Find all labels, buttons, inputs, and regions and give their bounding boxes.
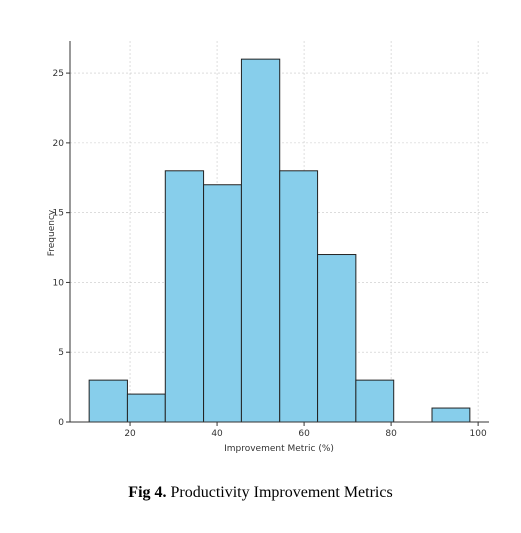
y-axis-label: Frequency [47, 209, 57, 256]
x-tick-label: 60 [298, 429, 310, 439]
y-tick-label: 10 [53, 278, 65, 288]
x-tick-label: 20 [124, 429, 136, 439]
figure-number: Fig 4. [128, 484, 167, 501]
histogram-bar [164, 170, 205, 423]
histogram-bar [240, 58, 281, 423]
x-tick-label: 80 [385, 429, 397, 439]
histogram-bar [203, 184, 242, 423]
histogram-bar [88, 379, 128, 423]
histogram-chart: 0 5 10 15 20 25 20 40 60 80 100 Improvement Metric… [47, 41, 489, 454]
x-axis-label: Improvement Metric (%) [224, 444, 334, 454]
x-tick-label: 100 [470, 429, 487, 439]
histogram-bar [126, 393, 166, 423]
figure-title: Productivity Improvement Metrics [170, 484, 393, 501]
y-tick-label: 0 [58, 418, 64, 428]
bars [88, 58, 471, 423]
x-tick-label: 40 [211, 429, 223, 439]
y-tick-label: 15 [53, 209, 64, 219]
histogram-bar [355, 379, 395, 423]
axes [66, 41, 489, 426]
histogram-bar [431, 407, 471, 423]
figure-caption: Fig 4. Productivity Improvement Metrics [0, 484, 521, 502]
histogram-bar [317, 254, 357, 423]
y-tick-label: 5 [58, 348, 64, 358]
y-tick-label: 20 [53, 139, 65, 149]
histogram-bar [279, 170, 319, 423]
y-tick-label: 25 [53, 69, 64, 79]
tick-labels: 0 5 10 15 20 25 20 40 60 80 100 [53, 69, 487, 439]
